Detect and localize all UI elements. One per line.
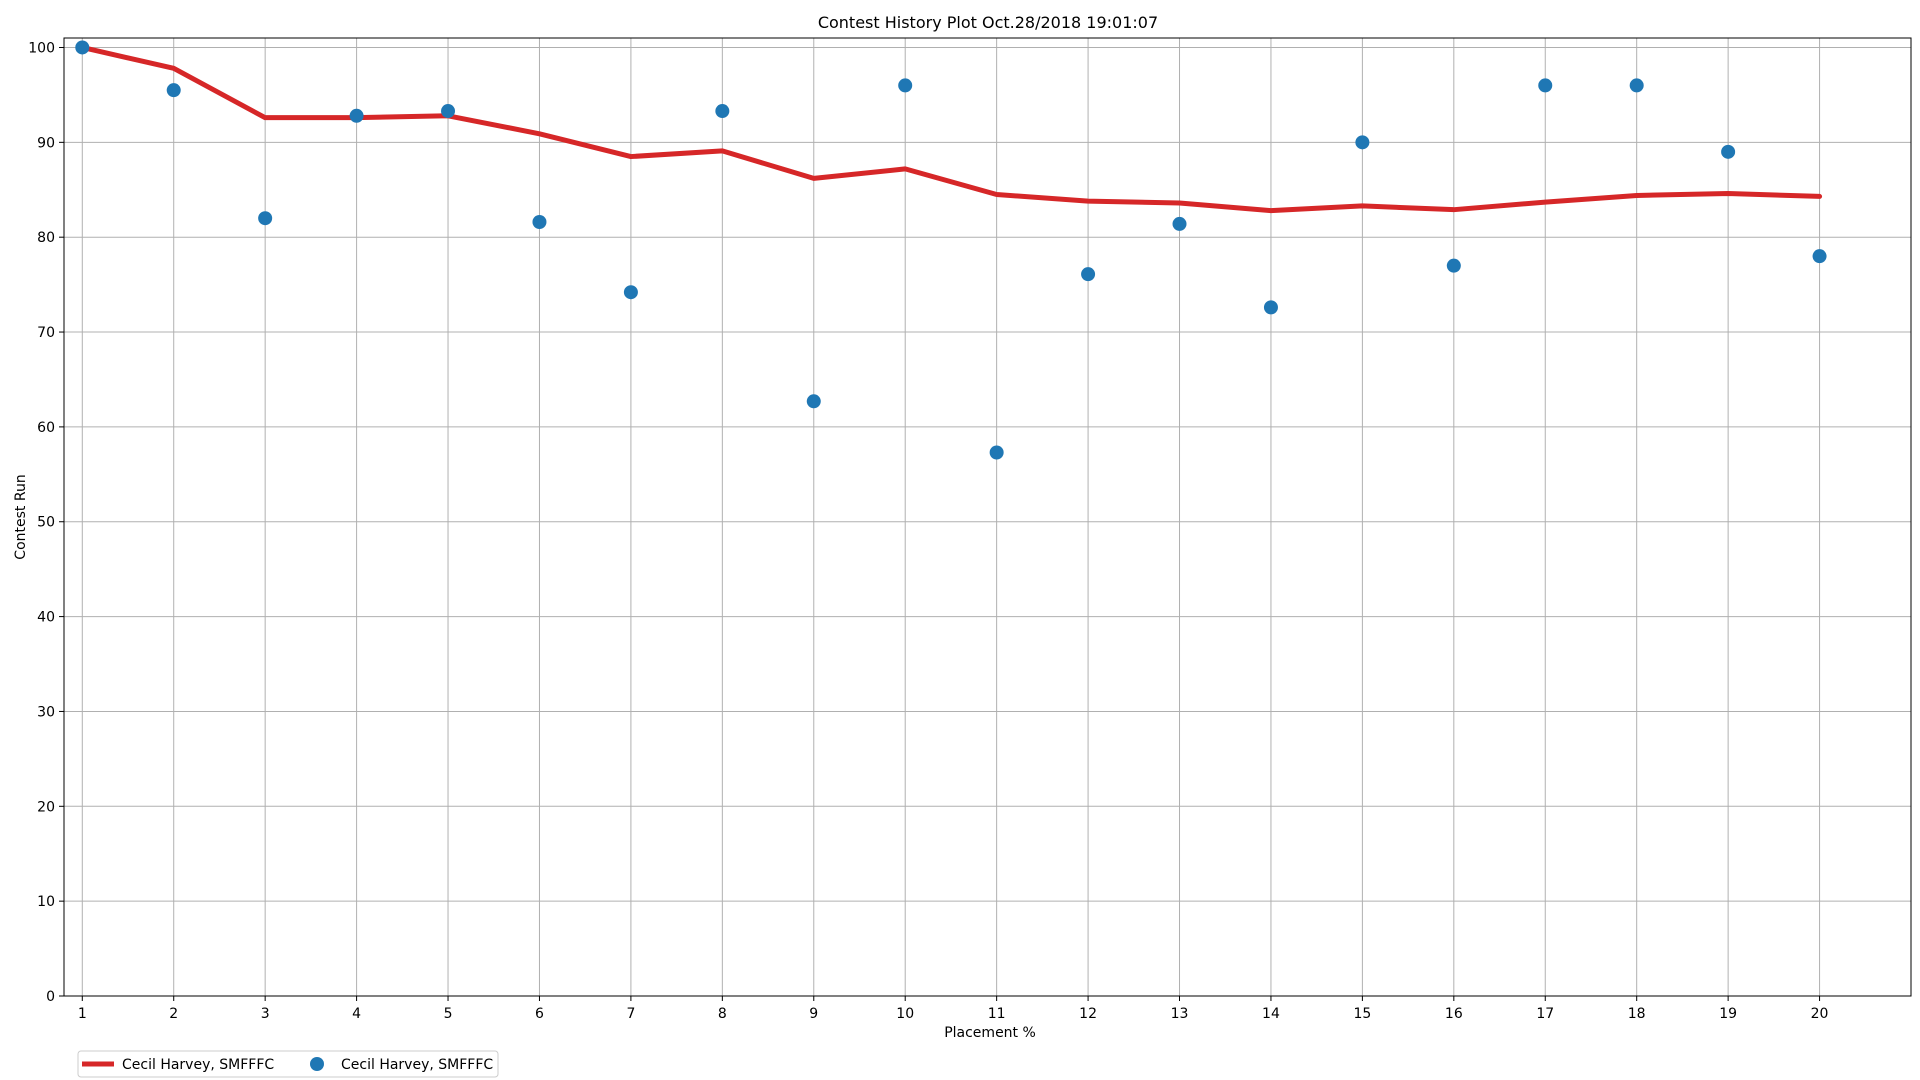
x-tick-label: 20 [1811, 1006, 1829, 1022]
y-axis-ticks: 0 10 20 30 40 50 60 70 80 90 100 [28, 40, 64, 1005]
x-tick-label: 15 [1353, 1006, 1371, 1022]
score-point [1446, 258, 1461, 273]
y-tick-label: 0 [46, 989, 55, 1005]
x-tick-label: 17 [1536, 1006, 1554, 1022]
running-average-line [79, 44, 1823, 214]
y-tick-label: 80 [37, 230, 55, 246]
score-point [989, 445, 1004, 460]
score-point [1355, 135, 1370, 150]
x-tick-label: 16 [1445, 1006, 1463, 1022]
score-point [623, 285, 638, 300]
y-tick-label: 70 [37, 325, 55, 341]
y-tick-label: 30 [37, 704, 55, 720]
x-tick-label: 3 [261, 1006, 270, 1022]
legend-frame [77, 1050, 499, 1078]
y-tick-label: 20 [37, 799, 55, 815]
score-point [715, 104, 730, 119]
plot-frame [63, 37, 1912, 997]
score-point [532, 215, 547, 230]
score-point [1538, 78, 1553, 93]
score-point [806, 394, 821, 409]
chart-title: Contest History Plot Oct.28/2018 19:01:0… [818, 13, 1158, 32]
score-point [75, 40, 90, 55]
score-point [349, 108, 364, 123]
score-point [1812, 249, 1827, 264]
y-tick-label: 60 [37, 420, 55, 436]
x-tick-label: 10 [896, 1006, 914, 1022]
x-tick-label: 5 [444, 1006, 453, 1022]
x-tick-label: 9 [809, 1006, 818, 1022]
y-tick-label: 100 [28, 40, 55, 56]
y-tick-label: 40 [37, 610, 55, 626]
legend-marker-swatch [310, 1057, 324, 1071]
y-tick-label: 10 [37, 894, 55, 910]
y-tick-label: 90 [37, 135, 55, 151]
grid-lines [64, 38, 1911, 997]
score-point [1263, 300, 1278, 315]
x-tick-label: 13 [1171, 1006, 1189, 1022]
x-tick-label: 4 [352, 1006, 361, 1022]
x-tick-label: 1 [78, 1006, 87, 1022]
y-axis-label: Contest Run [13, 474, 29, 559]
score-point [1721, 144, 1736, 159]
x-tick-label: 19 [1719, 1006, 1737, 1022]
y-tick-label: 50 [37, 515, 55, 531]
x-axis-ticks: 1 2 3 4 5 6 7 8 9 10 11 12 13 14 15 16 17 18 19 20 [78, 996, 1829, 1022]
score-point [441, 104, 456, 119]
score-point [166, 83, 181, 98]
score-point [1081, 267, 1096, 282]
legend-line-label: Cecil Harvey, SMFFFC [122, 1057, 274, 1073]
score-point [258, 211, 273, 226]
x-tick-label: 6 [535, 1006, 544, 1022]
legend: Cecil Harvey, SMFFFC Cecil Harvey, SMFFF… [77, 1050, 499, 1078]
x-tick-label: 8 [718, 1006, 727, 1022]
score-point [1629, 78, 1644, 93]
x-tick-label: 12 [1079, 1006, 1097, 1022]
legend-marker-label: Cecil Harvey, SMFFFC [341, 1057, 493, 1073]
x-tick-label: 14 [1262, 1006, 1280, 1022]
score-point [1172, 216, 1187, 231]
x-axis-label: Placement % [944, 1025, 1036, 1041]
x-tick-label: 18 [1628, 1006, 1646, 1022]
x-tick-label: 2 [169, 1006, 178, 1022]
x-tick-label: 7 [626, 1006, 635, 1022]
x-tick-label: 11 [988, 1006, 1006, 1022]
score-point [898, 78, 913, 93]
series-layer [75, 40, 1827, 460]
